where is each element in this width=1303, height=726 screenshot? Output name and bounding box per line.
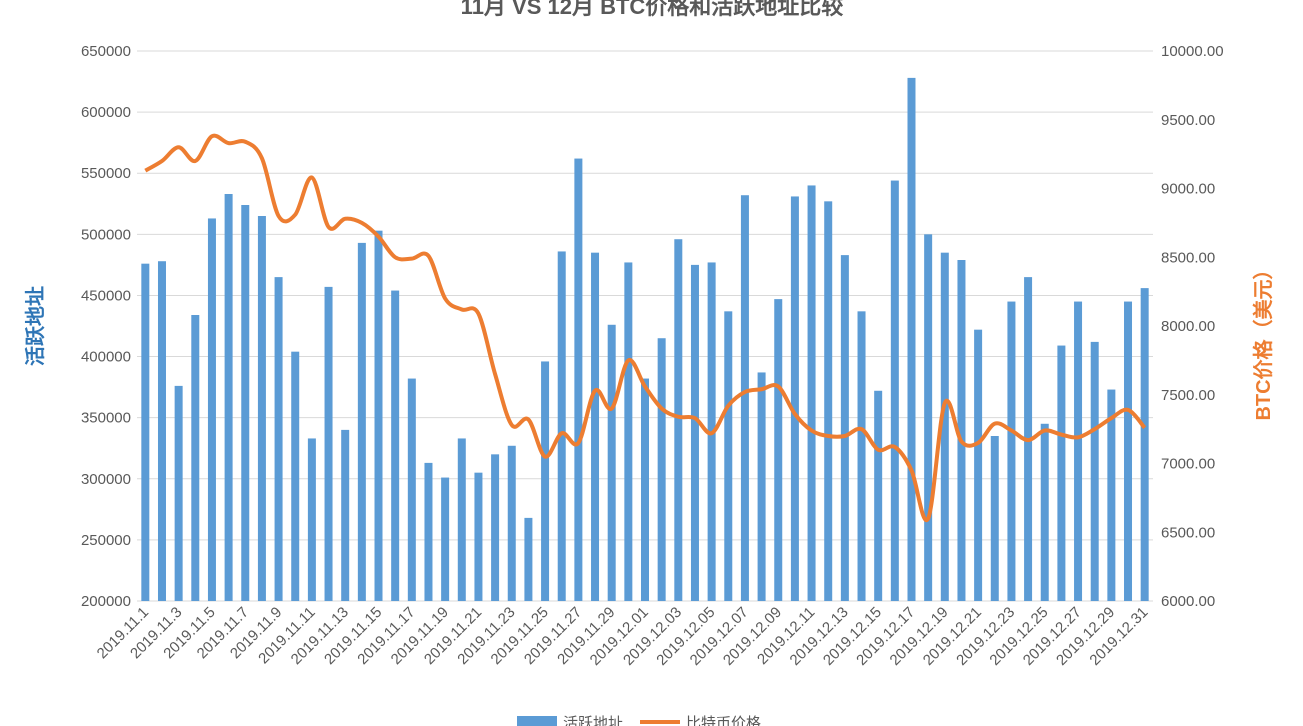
right-tick-label: 7500.00 xyxy=(1161,387,1215,404)
bar-2019.11.14 xyxy=(357,242,366,601)
left-tick-label: 650000 xyxy=(81,43,131,60)
chart-title: 11月 VS 12月 BTC价格和活跃地址比较 xyxy=(461,0,844,19)
bar-2019.11.27 xyxy=(574,158,583,602)
right-tick-label: 6000.00 xyxy=(1161,593,1215,610)
bar-2019.11.1 xyxy=(141,263,150,601)
bar-2019.11.24 xyxy=(524,517,533,601)
right-tick-label: 8500.00 xyxy=(1161,249,1215,266)
bar-2019.12.08 xyxy=(757,372,766,601)
bar-2019.12.28 xyxy=(1090,341,1099,601)
bar-2019.12.11 xyxy=(807,185,816,601)
bar-2019.11.21 xyxy=(474,472,483,601)
bar-2019.11.13 xyxy=(341,429,350,601)
left-tick-label: 500000 xyxy=(81,226,131,243)
bar-2019.12.19 xyxy=(940,252,949,601)
bar-2019.11.7 xyxy=(241,205,250,601)
bar-2019.11.15 xyxy=(374,230,383,601)
left-tick-label: 250000 xyxy=(81,532,131,549)
bar-2019.12.26 xyxy=(1057,345,1066,601)
bar-2019.12.14 xyxy=(857,311,866,601)
bar-2019.12.02 xyxy=(657,338,666,601)
right-axis-title: BTC价格（美元） xyxy=(1251,259,1275,420)
left-tick-label: 200000 xyxy=(81,593,131,610)
right-tick-label: 10000.00 xyxy=(1161,43,1224,60)
bar-2019.11.12 xyxy=(324,286,333,601)
bar-2019.12.15 xyxy=(874,390,883,601)
left-tick-label: 450000 xyxy=(81,287,131,304)
bar-2019.11.5 xyxy=(207,218,216,601)
bar-2019.11.8 xyxy=(257,216,266,601)
bar-2019.11.10 xyxy=(291,351,300,601)
left-tick-label: 350000 xyxy=(81,410,131,427)
left-tick-label: 550000 xyxy=(81,165,131,182)
bar-2019.12.10 xyxy=(790,196,799,601)
bar-2019.11.20 xyxy=(457,438,466,601)
legend-label-bar: 活跃地址 xyxy=(563,715,623,726)
bar-2019.11.25 xyxy=(541,361,550,601)
bar-2019.11.4 xyxy=(191,315,200,601)
bar-2019.12.23 xyxy=(1007,301,1016,601)
bar-2019.12.29 xyxy=(1107,389,1116,601)
bar-2019.12.09 xyxy=(774,299,783,601)
bar-2019.11.26 xyxy=(557,251,566,601)
bar-2019.11.22 xyxy=(491,454,500,601)
right-tick-label: 9000.00 xyxy=(1161,181,1215,198)
bar-2019.12.22 xyxy=(990,436,999,601)
left-tick-label: 300000 xyxy=(81,471,131,488)
right-tick-label: 9500.00 xyxy=(1161,112,1215,129)
left-tick-label: 600000 xyxy=(81,104,131,121)
bar-2019.11.2 xyxy=(157,261,166,601)
bar-2019.11.28 xyxy=(591,252,600,601)
bar-2019.12.27 xyxy=(1074,301,1083,601)
bar-2019.12.01 xyxy=(641,378,649,601)
bar-2019.12.17 xyxy=(907,77,916,601)
bar-2019.11.17 xyxy=(407,378,416,601)
legend: 活跃地址 比特币价格 xyxy=(517,715,761,726)
bar-2019.11.3 xyxy=(174,385,183,601)
legend-swatch-bar xyxy=(517,716,557,726)
bar-2019.11.19 xyxy=(441,477,450,601)
bar-2019.11.16 xyxy=(391,290,400,601)
bar-2019.12.13 xyxy=(840,255,849,601)
legend-label-line: 比特币价格 xyxy=(686,715,761,726)
bar-2019.12.06 xyxy=(724,311,733,601)
bar-2019.12.18 xyxy=(924,234,933,602)
bar-2019.11.30 xyxy=(624,262,633,601)
bar-2019.12.03 xyxy=(674,239,683,601)
bar-2019.11.23 xyxy=(507,445,516,601)
bar-2019.11.11 xyxy=(307,438,316,601)
bar-2019.12.04 xyxy=(690,264,699,601)
bar-2019.12.21 xyxy=(974,329,983,601)
bar-2019.11.18 xyxy=(424,462,433,601)
bar-2019.12.25 xyxy=(1040,423,1049,601)
bar-2019.12.07 xyxy=(740,195,749,601)
bar-2019.11.6 xyxy=(224,194,233,601)
right-tick-label: 6500.00 xyxy=(1161,524,1215,541)
bar-2019.12.20 xyxy=(957,260,966,601)
bar-2019.12.30 xyxy=(1124,301,1133,601)
right-tick-label: 8000.00 xyxy=(1161,318,1215,335)
left-axis-title: 活跃地址 xyxy=(23,286,47,366)
bar-2019.12.31 xyxy=(1140,288,1149,601)
right-tick-label: 7000.00 xyxy=(1161,456,1215,473)
price-line xyxy=(144,133,1147,523)
bar-2019.11.9 xyxy=(274,277,283,601)
bar-2019.12.16 xyxy=(890,180,899,602)
bar-2019.11.29 xyxy=(607,324,616,601)
bar-2019.12.12 xyxy=(824,201,833,602)
left-tick-label: 400000 xyxy=(81,349,131,366)
